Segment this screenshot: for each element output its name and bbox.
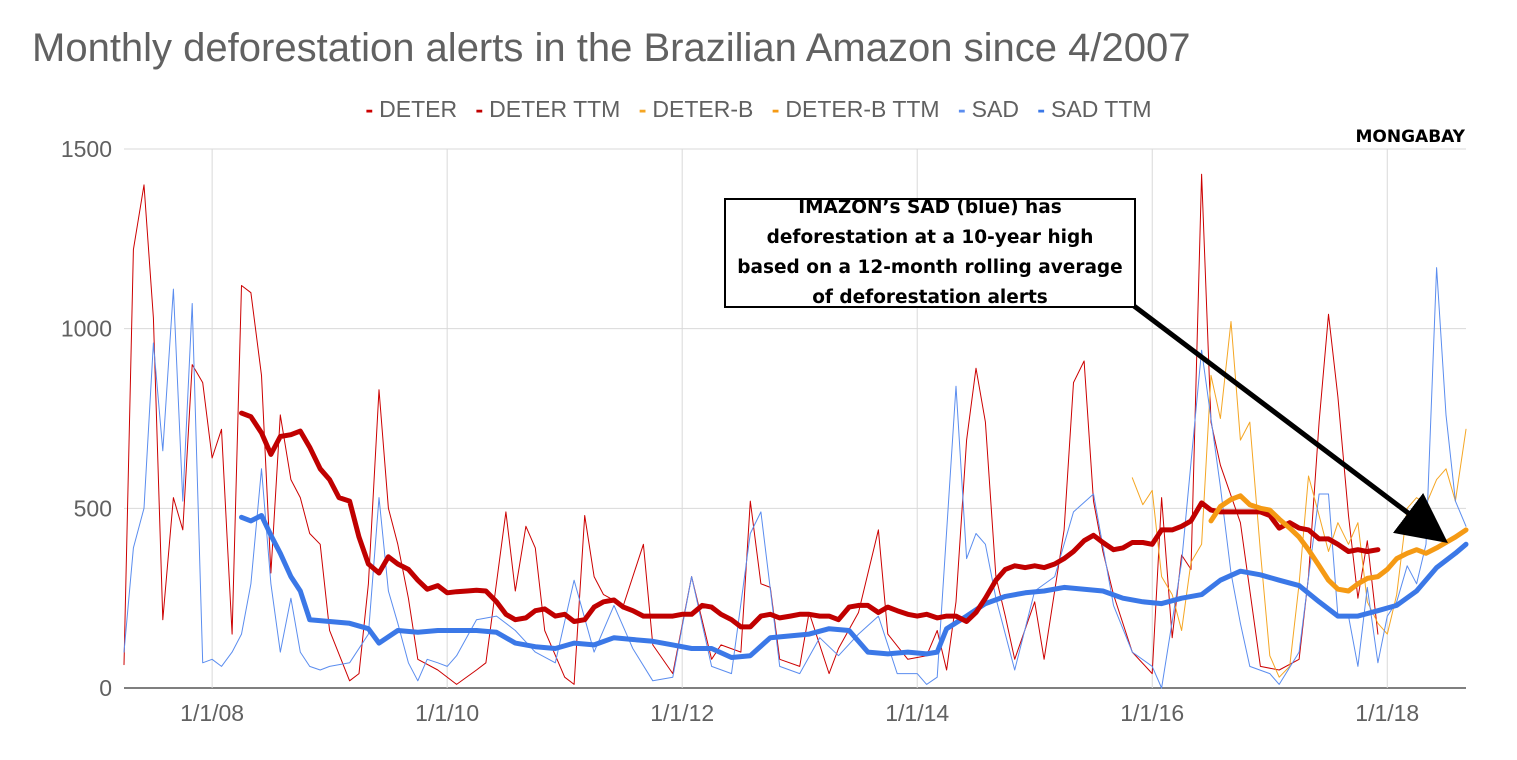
y-tick-label: 1000 — [61, 316, 112, 342]
legend-swatch-deter-ttm: - — [475, 96, 484, 122]
legend-item-sad-ttm[interactable]: - SAD TTM — [1037, 96, 1151, 123]
legend-swatch-deter-b-ttm: - — [771, 96, 780, 122]
legend-item-deter[interactable]: - DETER — [365, 96, 457, 123]
y-tick-label: 500 — [74, 495, 112, 521]
chart-title: Monthly deforestation alerts in the Braz… — [32, 26, 1191, 70]
x-tick-label: 1/1/08 — [180, 700, 244, 726]
y-tick-label: 0 — [99, 675, 112, 701]
y-tick-label: 1500 — [61, 136, 112, 162]
legend-swatch-sad: - — [957, 96, 966, 122]
x-tick-label: 1/1/10 — [415, 700, 479, 726]
series-line-sad-ttm — [239, 513, 1469, 660]
legend-swatch-deter-b: - — [638, 96, 647, 122]
legend-label: SAD TTM — [1051, 96, 1152, 122]
legend: - DETER - DETER TTM - DETER-B - DETER-B TTM … — [0, 96, 1517, 123]
series-line-sad — [123, 267, 1467, 689]
legend-item-deter-ttm[interactable]: - DETER TTM — [475, 96, 620, 123]
series-line-deter-b-ttm — [1208, 493, 1469, 594]
legend-label: SAD — [971, 96, 1019, 122]
legend-item-deter-b[interactable]: - DETER-B — [639, 96, 754, 123]
callout-arrow — [1132, 304, 1448, 544]
legend-label: DETER TTM — [489, 96, 621, 122]
legend-item-sad[interactable]: - SAD — [958, 96, 1019, 123]
legend-swatch-deter: - — [365, 96, 374, 122]
x-tick-label: 1/1/16 — [1120, 700, 1184, 726]
legend-label: DETER — [379, 96, 458, 122]
series-line-deter-ttm — [239, 410, 1381, 630]
legend-label: DETER-B — [652, 96, 754, 122]
legend-item-deter-b-ttm[interactable]: - DETER-B TTM — [772, 96, 940, 123]
legend-swatch-sad-ttm: - — [1037, 96, 1046, 122]
series-line-deter — [123, 173, 1379, 685]
x-tick-label: 1/1/18 — [1355, 700, 1419, 726]
series-line-deter-b — [1131, 321, 1467, 678]
x-tick-label: 1/1/14 — [885, 700, 949, 726]
legend-label: DETER-B TTM — [785, 96, 940, 122]
x-tick-label: 1/1/12 — [650, 700, 714, 726]
mongabay-watermark: MONGABAY — [1355, 127, 1465, 147]
callout-annotation: IMAZON’s SAD (blue) has deforestation at… — [724, 197, 1136, 308]
